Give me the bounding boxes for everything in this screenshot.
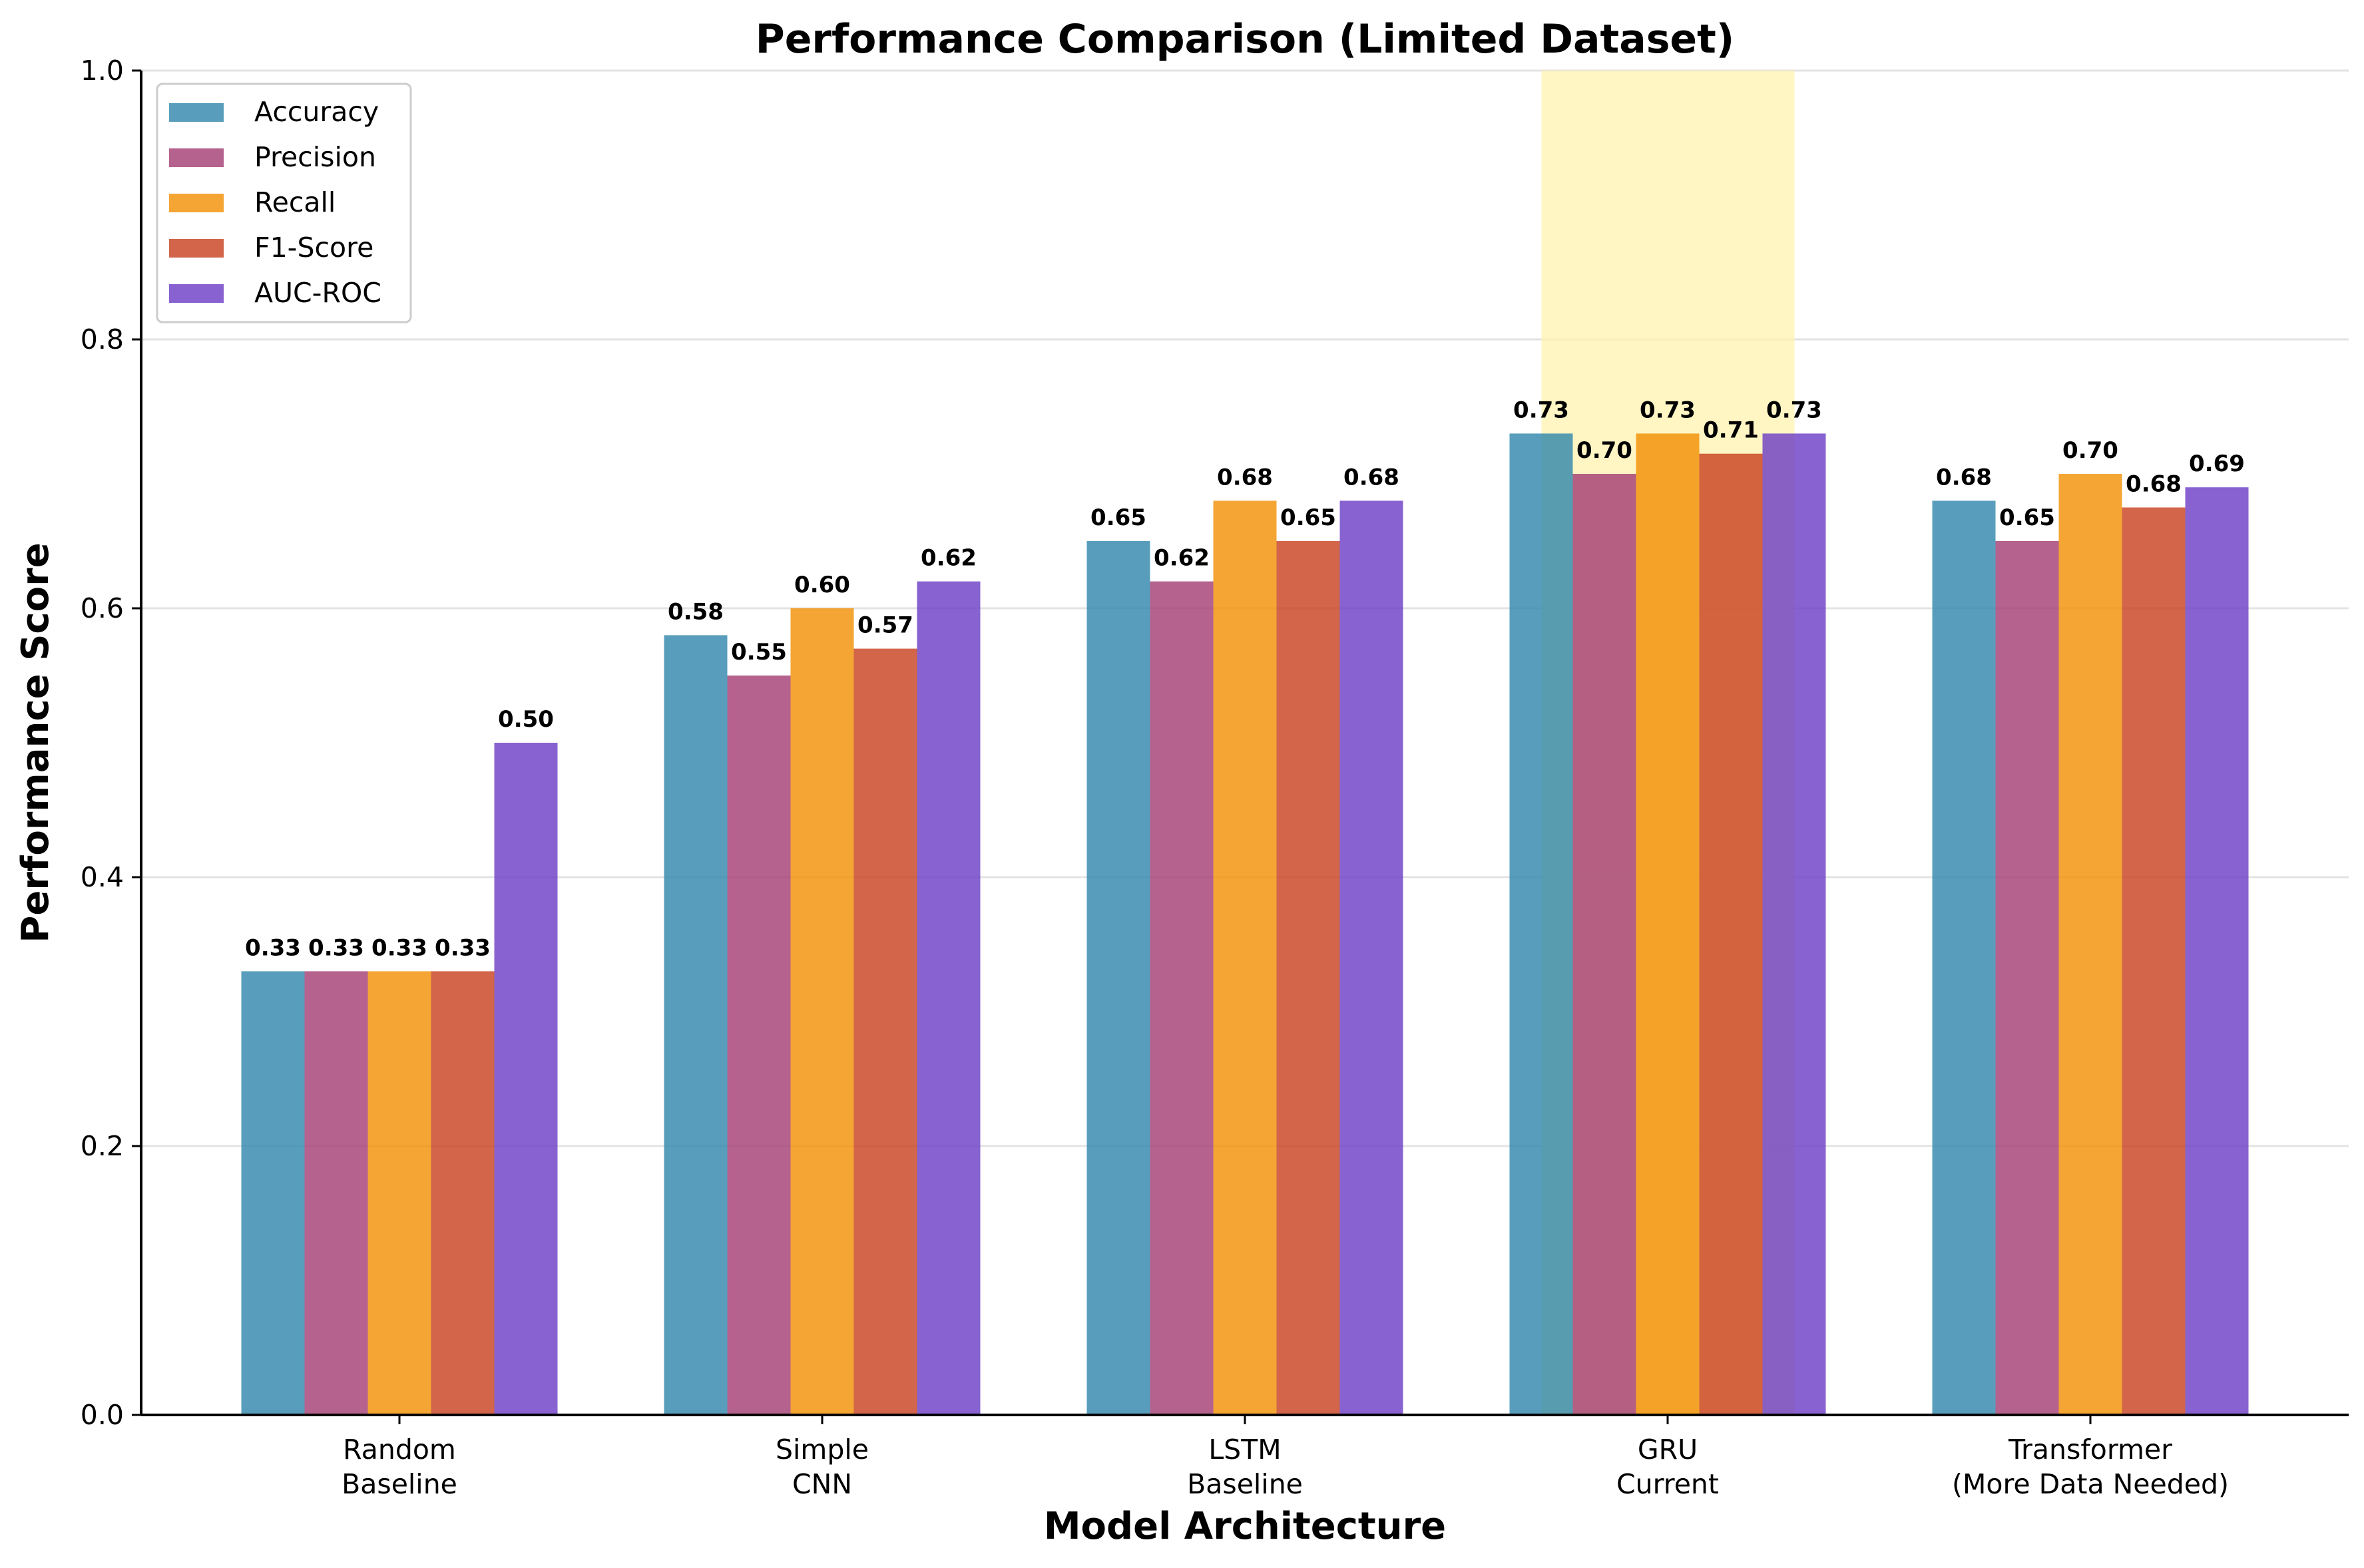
x-tick-label: Transformer — [2008, 1434, 2172, 1466]
y-tick-label: 0.8 — [81, 323, 124, 355]
legend-label: Accuracy — [254, 96, 379, 128]
data-label: 0.73 — [1640, 397, 1696, 423]
bar-auc-roc-2 — [1339, 500, 1403, 1415]
bar-precision-2 — [1150, 581, 1214, 1415]
legend-label: AUC-ROC — [254, 277, 381, 309]
y-tick-label: 0.2 — [81, 1130, 124, 1162]
bar-precision-0 — [304, 971, 368, 1415]
data-label: 0.33 — [245, 934, 301, 961]
data-label: 0.60 — [794, 572, 850, 598]
bars-layer — [241, 433, 2249, 1416]
data-label: 0.65 — [1999, 504, 2055, 531]
data-label: 0.68 — [1217, 464, 1273, 490]
data-label: 0.33 — [371, 934, 427, 961]
data-label: 0.73 — [1513, 397, 1569, 423]
bar-precision-1 — [727, 676, 791, 1415]
x-tick-label: LSTM — [1208, 1434, 1281, 1466]
data-label: 0.70 — [2062, 437, 2118, 464]
data-label: 0.55 — [731, 639, 787, 666]
data-label: 0.68 — [2126, 471, 2182, 498]
bar-auc-roc-1 — [917, 581, 981, 1415]
bar-auc-roc-3 — [1762, 433, 1826, 1415]
data-label: 0.68 — [1343, 464, 1399, 490]
y-tick-label: 1.0 — [81, 55, 124, 87]
legend-label: Recall — [254, 186, 336, 218]
y-tick-label: 0.6 — [81, 592, 124, 624]
y-tick-label: 0.4 — [81, 861, 124, 893]
bar-precision-3 — [1572, 474, 1636, 1415]
x-tick-label: GRU — [1638, 1434, 1698, 1466]
legend-swatch — [169, 103, 224, 122]
bar-precision-4 — [1995, 541, 2059, 1415]
legend-swatch — [169, 239, 224, 258]
data-label: 0.71 — [1703, 417, 1759, 444]
data-labels-layer: 0.33 0.58 0.65 0.73 0.68 0.33 0.55 0.62 0.70 0.65… — [245, 397, 2245, 961]
bar-accuracy-4 — [1932, 500, 1996, 1415]
x-tick-label: Current — [1616, 1468, 1719, 1500]
bar-f1-score-4 — [2122, 507, 2186, 1415]
bar-recall-0 — [367, 971, 431, 1415]
data-label: 0.73 — [1766, 397, 1822, 423]
data-label: 0.65 — [1090, 504, 1146, 531]
bar-f1-score-3 — [1699, 453, 1763, 1416]
legend: Accuracy Precision Recall F1-Score AUC-ROC — [156, 83, 412, 323]
data-label: 0.70 — [1576, 437, 1632, 464]
legend-swatch — [169, 284, 224, 303]
bar-f1-score-2 — [1276, 541, 1340, 1415]
x-tick-label: (More Data Needed) — [1952, 1468, 2229, 1500]
data-label: 0.33 — [308, 934, 364, 961]
bar-accuracy-1 — [664, 635, 728, 1415]
x-tick-label: CNN — [792, 1468, 852, 1500]
legend-swatch — [169, 194, 224, 212]
data-label: 0.57 — [857, 612, 913, 639]
x-tick-label: Simple — [776, 1434, 869, 1466]
data-label: 0.68 — [1936, 464, 1992, 490]
legend-swatch — [169, 148, 224, 167]
axes-layer: 0.00.20.40.60.81.0RandomBaselineSimpleCN… — [81, 55, 2349, 1500]
data-label: 0.69 — [2189, 451, 2245, 477]
data-label: 0.62 — [1154, 545, 1210, 572]
data-label: 0.50 — [498, 706, 554, 733]
x-tick-label: Baseline — [1187, 1468, 1303, 1500]
bar-auc-roc-4 — [2185, 487, 2249, 1416]
x-axis-label: Model Architecture — [1044, 1505, 1446, 1548]
bar-f1-score-0 — [431, 971, 495, 1415]
bar-accuracy-2 — [1086, 541, 1150, 1415]
bar-auc-roc-0 — [494, 743, 558, 1415]
x-tick-label: Baseline — [342, 1468, 457, 1500]
x-tick-label: Random — [343, 1434, 456, 1466]
chart-title: Performance Comparison (Limited Dataset) — [756, 16, 1734, 63]
bar-accuracy-3 — [1509, 433, 1573, 1415]
legend-label: F1-Score — [254, 232, 373, 264]
data-label: 0.65 — [1280, 504, 1336, 531]
legend-box — [156, 83, 412, 323]
data-label: 0.62 — [921, 545, 977, 572]
y-axis-label: Performance Score — [14, 542, 57, 942]
legend-label: Precision — [254, 141, 376, 173]
bar-recall-2 — [1213, 500, 1277, 1415]
bar-recall-4 — [2058, 474, 2122, 1415]
data-label: 0.33 — [435, 934, 491, 961]
data-label: 0.58 — [668, 598, 724, 625]
bar-recall-3 — [1636, 433, 1700, 1415]
y-tick-label: 0.0 — [81, 1399, 124, 1431]
bar-f1-score-1 — [853, 648, 917, 1415]
bar-recall-1 — [790, 608, 854, 1415]
bar-accuracy-0 — [241, 971, 305, 1415]
